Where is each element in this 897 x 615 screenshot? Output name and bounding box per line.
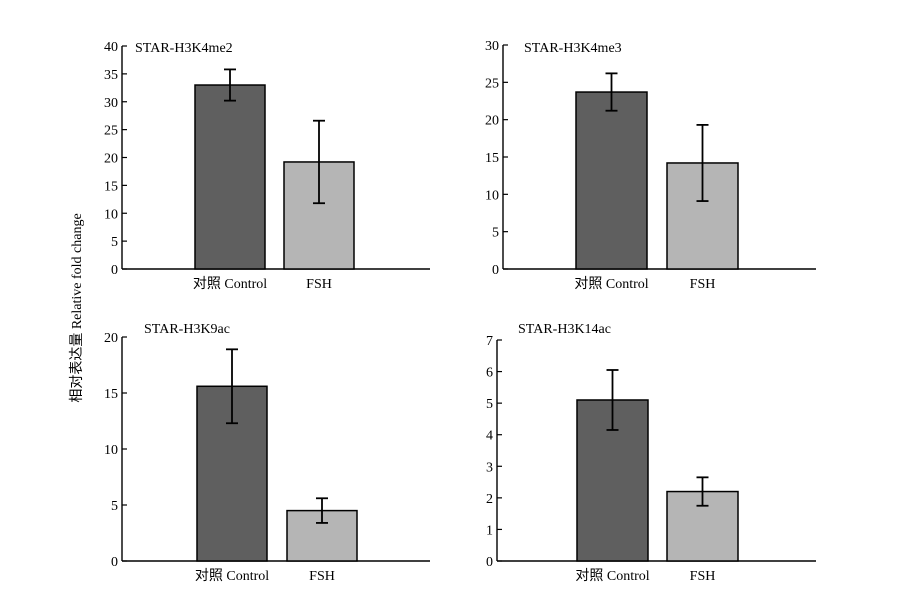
x-category-label: FSH xyxy=(690,277,716,292)
y-tick-label: 30 xyxy=(485,39,499,54)
y-tick-label: 20 xyxy=(104,331,118,346)
y-tick-label: 4 xyxy=(486,429,493,444)
y-tick-label: 40 xyxy=(104,40,118,55)
bar-control xyxy=(194,84,266,270)
y-tick-label: 25 xyxy=(104,124,118,139)
chart-title: STAR-H3K4me3 xyxy=(524,41,622,56)
y-tick-label: 20 xyxy=(104,152,118,167)
chart-title: STAR-H3K9ac xyxy=(144,322,230,337)
y-tick-label: 0 xyxy=(111,555,118,570)
panel-star-h3k4me3: 0 5 10 15 20 25 30 STAR-H3K4me3 对照 Control FSH xyxy=(485,39,816,292)
x-category-label: 对照 Control xyxy=(195,568,269,584)
x-category-label: 对照 Control xyxy=(193,276,267,292)
y-tick-label: 10 xyxy=(104,443,118,458)
y-tick-label: 5 xyxy=(111,499,118,514)
x-category-label: FSH xyxy=(306,277,332,292)
x-category-label: 对照 Control xyxy=(575,568,649,584)
y-tick-label: 15 xyxy=(104,387,118,402)
y-tick-label: 10 xyxy=(485,188,499,203)
chart-title: STAR-H3K14ac xyxy=(518,322,611,337)
y-tick-label: 25 xyxy=(485,76,499,91)
x-category-label: 对照 Control xyxy=(574,276,648,292)
y-tick-label: 6 xyxy=(486,366,493,381)
y-tick-label: 20 xyxy=(485,114,499,129)
panel-star-h3k9ac: 0 5 10 15 20 STAR-H3K9ac 对照 Control FSH xyxy=(104,322,430,584)
bar-control xyxy=(575,91,648,270)
y-tick-label: 3 xyxy=(486,460,493,475)
y-tick-label: 10 xyxy=(104,207,118,222)
y-tick-label: 0 xyxy=(111,263,118,278)
y-tick-label: 0 xyxy=(486,555,493,570)
y-tick-label: 15 xyxy=(485,151,499,166)
y-tick-label: 5 xyxy=(486,397,493,412)
x-category-label: FSH xyxy=(690,569,716,584)
y-tick-label: 35 xyxy=(104,68,118,83)
y-tick-label: 1 xyxy=(486,523,493,538)
x-category-label: FSH xyxy=(309,569,335,584)
y-tick-label: 15 xyxy=(104,179,118,194)
y-tick-label: 30 xyxy=(104,96,118,111)
panel-star-h3k4me2: 0 5 10 15 20 25 30 35 40 STAR-H3K4me2 对照 Control FS… xyxy=(104,40,430,292)
y-tick-label: 5 xyxy=(111,235,118,250)
y-tick-label: 7 xyxy=(486,334,493,349)
y-tick-label: 0 xyxy=(492,263,499,278)
panel-star-h3k14ac: 0 1 2 3 4 5 6 7 STAR-H3K14ac 对照 Control FSH xyxy=(486,322,816,584)
y-tick-label: 2 xyxy=(486,492,493,507)
chart-title: STAR-H3K4me2 xyxy=(135,41,233,56)
y-tick-label: 5 xyxy=(492,226,499,241)
